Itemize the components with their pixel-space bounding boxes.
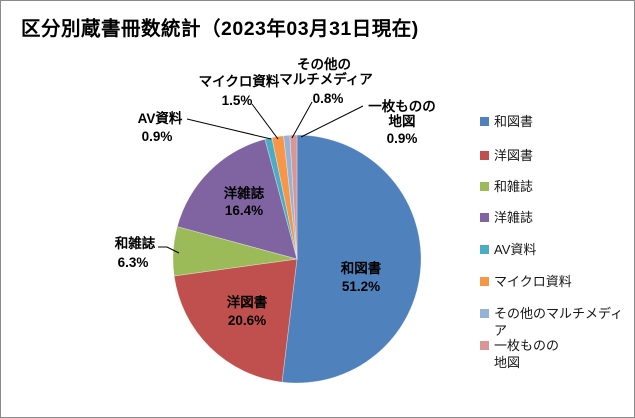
slice-label-yozasshi: 洋雑誌 <box>224 185 265 201</box>
legend-color-swatch <box>480 277 489 286</box>
legend-item-3: 和雑誌 <box>480 178 533 195</box>
leader-lines <box>158 101 364 254</box>
pie-slice-1 <box>281 134 422 384</box>
pie-slices <box>172 134 422 384</box>
legend-item-1: 和図書 <box>480 113 533 130</box>
legend-color-swatch <box>480 309 489 318</box>
slice-label-other-multimedia-line1: その他の <box>297 56 351 72</box>
slice-label-micro: マイクロ資料 <box>199 73 280 89</box>
pie-slice-6 <box>271 135 298 260</box>
leader-line-map <box>300 105 364 138</box>
legend-label: 和雑誌 <box>494 179 534 194</box>
slice-pct-yotosho: 20.6% <box>228 313 266 328</box>
slice-pct-av: 0.9% <box>142 129 173 144</box>
slice-pct-micro: 1.5% <box>222 93 253 108</box>
legend-color-swatch <box>480 245 489 254</box>
chart-title: 区分別蔵書冊数統計（2023年03月31日現在) <box>21 18 419 40</box>
legend-label: 和図書 <box>494 114 534 129</box>
pie-slice-3 <box>172 226 298 277</box>
slice-label-av: AV資料 <box>138 110 183 126</box>
slice-label-map-line2: 地図 <box>389 113 416 129</box>
slice-pct-wazasshi: 6.3% <box>118 255 149 270</box>
leader-line-wazasshi <box>158 246 180 254</box>
legend-item-5: AV資料 <box>480 241 536 258</box>
legend-label: その他のマルチメディア <box>494 306 624 338</box>
legend-item-4: 洋雑誌 <box>480 209 533 226</box>
slice-pct-yozasshi: 16.4% <box>225 203 263 218</box>
slice-label-wazasshi: 和雑誌 <box>115 235 156 251</box>
slice-pct-other-multimedia: 0.8% <box>313 91 344 106</box>
legend-item-7: その他のマルチメディア <box>480 305 632 339</box>
legend: 和図書洋図書和雑誌洋雑誌 AV資料マイクロ資料その他のマルチメディア 一枚ものの 地… <box>474 105 632 395</box>
legend-label: マイクロ資料 <box>494 274 572 289</box>
legend-item-8: 一枚ものの 地図 <box>480 337 559 371</box>
slice-label-watosho: 和図書 <box>341 260 382 276</box>
legend-color-swatch <box>480 117 489 126</box>
slice-pct-map: 0.9% <box>387 131 418 146</box>
legend-color-swatch <box>480 213 489 222</box>
slice-label-yotosho: 洋図書 <box>227 294 268 310</box>
legend-item-6: マイクロ資料 <box>480 273 572 290</box>
legend-label: 一枚ものの 地図 <box>494 338 560 370</box>
leader-line-av <box>186 118 272 140</box>
leader-line-micro <box>251 103 279 140</box>
pie-slice-4 <box>176 138 298 260</box>
legend-label: AV資料 <box>494 242 537 257</box>
legend-label: 洋雑誌 <box>494 210 534 225</box>
legend-item-2: 洋図書 <box>480 147 533 164</box>
slice-label-other-multimedia-line2: マルチメディア <box>279 71 373 87</box>
legend-color-swatch <box>480 341 489 350</box>
legend-label: 洋図書 <box>494 148 534 163</box>
pie-slice-7 <box>283 134 298 260</box>
pie-slice-2 <box>173 258 298 383</box>
slice-pct-watosho: 51.2% <box>342 279 380 294</box>
leader-line-other-multimedia <box>291 101 313 139</box>
slice-label-map-line1: 一枚ものの <box>368 98 436 114</box>
legend-color-swatch <box>480 182 489 191</box>
legend-color-swatch <box>480 151 489 160</box>
